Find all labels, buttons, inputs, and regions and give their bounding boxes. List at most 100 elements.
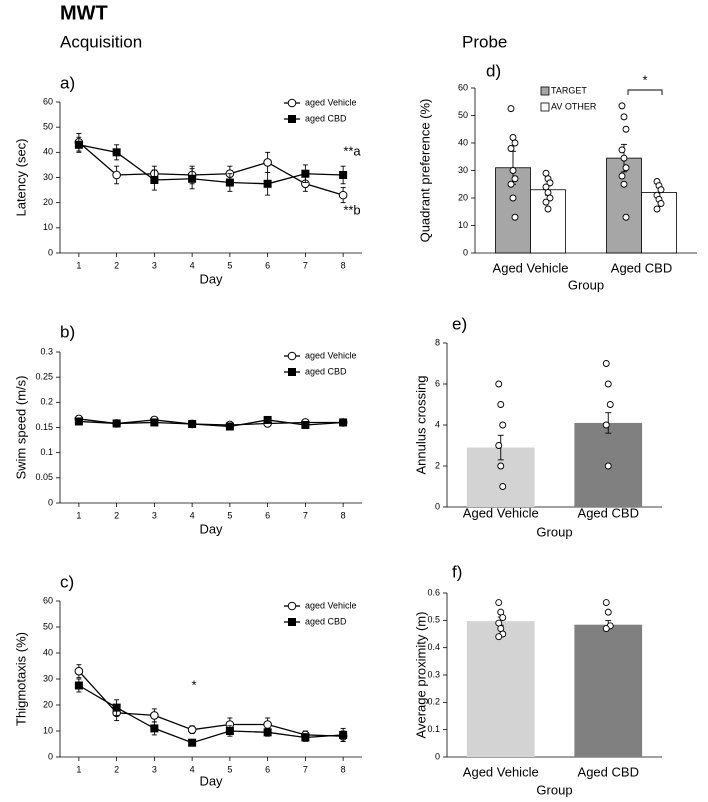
y-tick-label: 40 <box>43 647 53 657</box>
data-point <box>546 194 554 202</box>
x-tick-label: 2 <box>114 510 119 520</box>
y-tick-label: 0.1 <box>40 447 53 457</box>
marker <box>301 420 310 429</box>
data-point <box>507 105 515 113</box>
x-axis-title: Group <box>536 782 572 797</box>
annotation: * <box>642 72 647 87</box>
y-tick-label: 60 <box>43 96 53 106</box>
legend-marker <box>287 601 297 611</box>
data-point <box>620 113 628 121</box>
legend-label: aged CBD <box>305 616 347 626</box>
y-tick-label: 0 <box>48 497 53 507</box>
data-point <box>602 625 610 632</box>
y-tick-label: 0.15 <box>35 422 53 432</box>
y-tick-label: 40 <box>458 137 468 147</box>
y-tick-label: 10 <box>43 725 53 735</box>
marker <box>150 724 159 733</box>
marker <box>225 422 234 431</box>
data-point <box>606 401 614 408</box>
y-tick-label: 0.2 <box>427 697 440 707</box>
x-tick-label: 2 <box>114 260 119 270</box>
data-point <box>544 205 552 213</box>
data-point <box>495 380 503 388</box>
y-tick-label: 50 <box>43 122 53 132</box>
x-axis-title: Day <box>199 271 223 286</box>
y-tick-label: 10 <box>43 222 53 232</box>
panel-label: f) <box>452 562 462 581</box>
data-point <box>542 198 550 206</box>
data-point <box>499 421 507 429</box>
y-tick-label: 0.2 <box>40 397 53 407</box>
legend-marker <box>288 115 296 123</box>
data-point <box>602 599 610 607</box>
marker <box>301 733 310 742</box>
marker <box>188 174 197 183</box>
marker <box>339 730 348 739</box>
y-tick-label: 20 <box>43 699 53 709</box>
marker <box>263 179 272 188</box>
data-point <box>546 179 554 187</box>
series-line <box>78 141 344 196</box>
y-axis-title: Average proximity (m) <box>413 612 428 739</box>
panel-label: c) <box>60 572 74 591</box>
y-tick-label: 0.1 <box>427 724 440 734</box>
y-tick-label: 2 <box>435 460 440 470</box>
marker <box>338 190 348 200</box>
marker <box>339 170 348 179</box>
legend-marker <box>288 368 296 376</box>
panel-label: e) <box>452 314 467 333</box>
marker <box>339 418 348 427</box>
data-point <box>622 125 630 133</box>
data-point <box>602 360 610 367</box>
y-tick-label: 0 <box>48 247 53 257</box>
data-point <box>499 483 507 490</box>
bar <box>574 624 643 757</box>
x-tick-label: 1 <box>76 764 81 774</box>
y-tick-label: 60 <box>43 595 53 605</box>
y-tick-label: 0 <box>463 247 468 257</box>
marker <box>263 158 272 167</box>
legend-swatch <box>540 102 550 112</box>
y-tick-label: 8 <box>435 337 440 347</box>
data-point <box>622 164 630 172</box>
series-line <box>78 684 344 744</box>
y-tick-label: 30 <box>43 172 53 182</box>
bar <box>466 621 535 757</box>
data-point <box>511 175 519 183</box>
legend-label: aged CBD <box>305 113 347 123</box>
legend-label: aged Vehicle <box>305 600 357 610</box>
y-tick-label: 50 <box>43 621 53 631</box>
data-point <box>653 205 661 213</box>
marker <box>188 738 197 747</box>
data-point <box>657 200 665 207</box>
x-tick-label: 5 <box>227 764 232 774</box>
marker <box>74 666 84 676</box>
panel-label: d) <box>486 61 501 80</box>
y-tick-label: 60 <box>458 82 468 92</box>
data-point <box>499 614 507 622</box>
series-line <box>78 144 344 185</box>
x-tick-label: 5 <box>227 510 232 520</box>
data-point <box>604 608 612 616</box>
x-tick-label: 8 <box>341 510 346 520</box>
data-point <box>511 139 519 147</box>
section-title: Acquisition <box>60 32 142 51</box>
x-tick-label: 3 <box>152 510 157 520</box>
significance-bracket <box>627 89 663 95</box>
data-point <box>495 633 503 641</box>
x-tick-label: 4 <box>190 764 195 774</box>
data-point <box>618 146 626 154</box>
data-point <box>497 401 505 408</box>
marker <box>112 170 121 180</box>
marker <box>112 703 121 712</box>
data-point <box>497 462 505 470</box>
y-tick-label: 0 <box>48 751 53 761</box>
y-tick-label: 0.6 <box>427 587 440 597</box>
legend-label: aged CBD <box>305 366 347 376</box>
y-tick-label: 50 <box>458 110 468 120</box>
y-axis-title: Swim speed (m/s) <box>13 375 28 479</box>
y-tick-label: 0.05 <box>35 472 53 482</box>
y-tick-label: 40 <box>43 147 53 157</box>
y-tick-label: 0 <box>435 501 440 511</box>
legend-marker <box>288 618 296 626</box>
